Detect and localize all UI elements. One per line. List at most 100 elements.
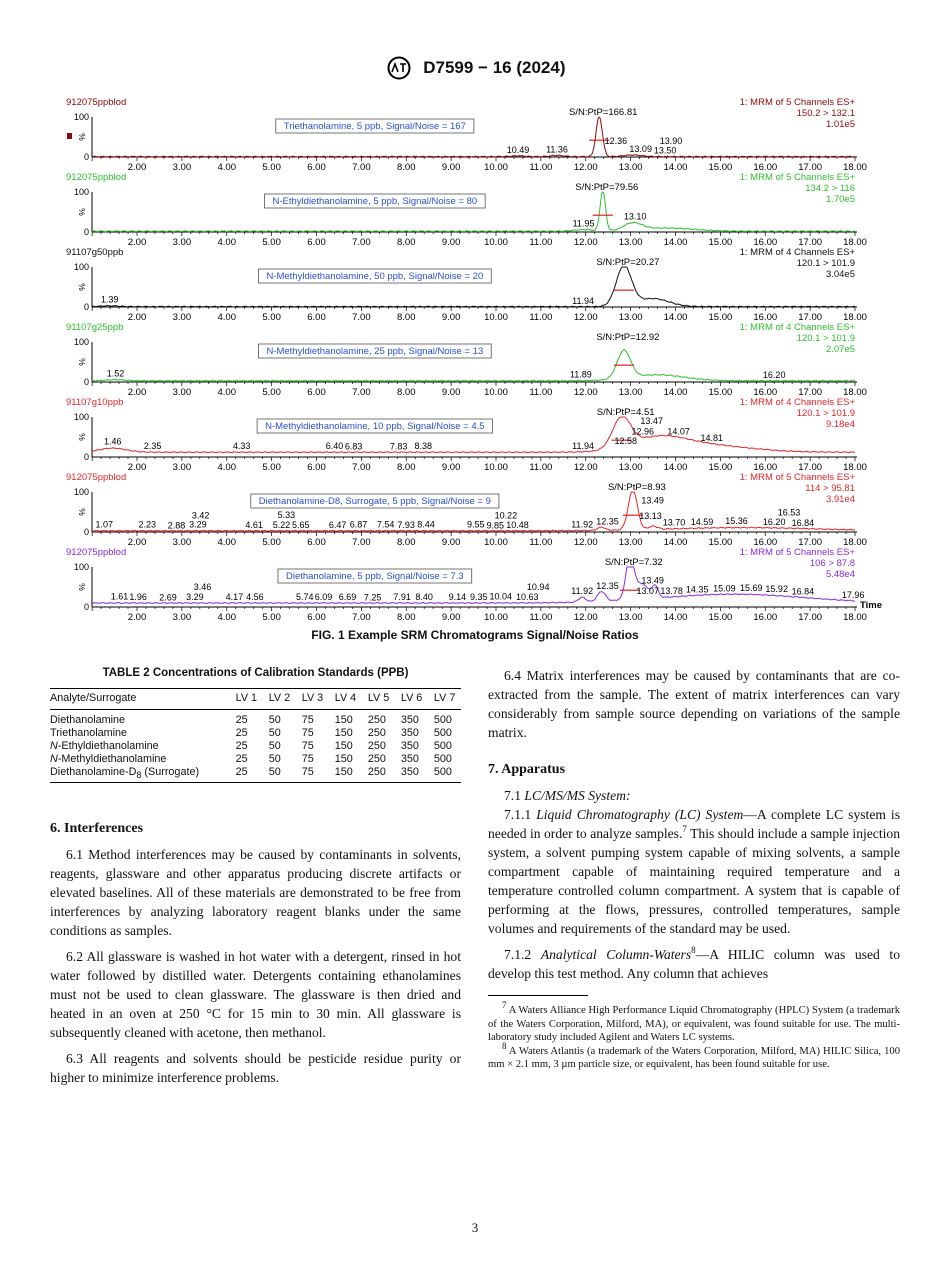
x-tick-label: 14.00 [664,462,688,473]
mrm-transition: 114 > 95.81 [805,483,855,494]
y-tick-label: 0 [84,227,89,237]
peak-label: 6.47 [329,520,347,530]
peak-label: 7.54 [377,519,395,529]
x-tick-label: 11.00 [529,537,552,548]
sample-name: 912075ppblod [66,172,126,183]
paragraph-6-1: 6.1 Method interferences may be caused b… [50,847,461,938]
right-column: 6.4 Matrix interferences may be caused b… [488,666,900,1072]
x-tick-label: 7.00 [352,162,371,173]
table-cell: 75 [301,727,314,739]
para-title: LC/MS/MS System: [524,788,631,803]
name-suffix: (Surrogate) [141,766,200,778]
peak-label: 11.95 [573,219,595,229]
x-tick-label: 17.00 [798,537,822,548]
peak-label: 3.42 [192,511,210,521]
peak-label: 16.53 [778,507,801,517]
signal-noise-label: S/N:PtP=166.81 [569,107,637,118]
x-tick-label: 15.00 [708,387,732,398]
x-tick-label: 17.00 [798,462,822,473]
x-tick-label: 4.00 [218,537,237,548]
x-tick-label: 13.00 [619,462,643,473]
x-tick-label: 16.00 [753,612,777,623]
x-tick-label: 13.00 [619,537,643,548]
peak-label: 6.40 [326,441,344,451]
y-tick-label: 100 [74,487,89,497]
x-tick-label: 3.00 [173,312,192,323]
y-tick-label: 0 [84,602,89,612]
table-cell: 250 [367,753,386,765]
x-tick-label: 16.00 [753,462,777,473]
peak-label: 7.83 [390,441,408,451]
paragraph-6-3: 6.3 All reagents and solvents should be … [50,1051,461,1085]
peak-label: 9.55 [467,520,485,530]
paragraph-6-4: 6.4 Matrix interferences may be caused b… [488,668,900,740]
name-text: Diethanolamine-D [50,766,137,778]
x-tick-label: 13.00 [619,237,643,248]
peak-label: 6.87 [350,520,368,530]
signal-noise-label: S/N:PtP=8.93 [608,482,666,493]
y-tick-label: 0 [84,377,89,387]
x-tick-label: 7.00 [352,387,371,398]
peak-label: 14.07 [667,426,690,436]
x-tick-label: 3.00 [173,612,192,623]
x-tick-label: 15.00 [708,537,732,548]
table-cell: 500 [433,766,452,778]
mrm-transition: 120.1 > 101.9 [797,408,855,419]
footnote-text: A Waters Atlantis (a trademark of the Wa… [488,1045,900,1071]
chromatogram-trace [92,116,856,158]
table-cell: 250 [367,727,386,739]
peak-label: 15.09 [713,584,736,594]
sample-name: 91107g10ppb [66,397,123,408]
para-title: Liquid Chromatography (LC) System [536,807,744,822]
x-tick-label: 2.00 [128,162,147,173]
x-tick-label: 15.00 [708,237,732,248]
table-row: Diethanolamine-D8 (Surrogate) 25 50 75 150 25… [50,766,461,783]
x-tick-label: 10.00 [484,537,508,548]
x-tick-label: 9.00 [442,537,461,548]
x-tick-label: 16.00 [753,312,777,323]
figure-caption: FIG. 1 Example SRM Chromatograms Signal/… [311,628,639,642]
section-heading-interferences: 6. Interferences [50,821,144,836]
x-tick-label: 14.00 [664,537,688,548]
x-tick-label: 5.00 [262,612,281,623]
y-tick-label: 100 [74,562,89,572]
y-tick-label: 100 [74,337,89,347]
sample-name: 91107g50ppb [66,247,123,258]
table-cell: 350 [400,753,419,765]
table-cell: 150 [334,766,353,778]
peak-label: 15.92 [765,584,788,594]
y-axis-label: % [77,283,87,291]
table-cell: 75 [301,740,314,752]
x-tick-label: 3.00 [173,162,192,173]
table-cell: 500 [433,714,452,726]
x-tick-label: 18.00 [843,237,867,248]
y-axis-label: % [77,208,87,216]
italic-prefix: N [50,753,58,765]
peak-label: 11.92 [571,520,593,530]
peak-label: 15.36 [725,516,748,526]
x-tick-label: 14.00 [664,237,688,248]
table-cell: 50 [268,727,281,739]
channel-info: 1: MRM of 4 Channels ES+ [740,247,856,258]
intensity-value: 9.18e4 [826,419,855,430]
chromatogram-trace [92,191,856,233]
paragraph-7-1-1: 7.1.1 Liquid Chromatography (LC) System—… [488,805,900,938]
peak-label: 13.78 [660,586,683,596]
sample-name: 912075ppblod [66,547,126,558]
x-tick-label: 16.00 [753,162,777,173]
peak-label: 11.89 [570,370,592,380]
x-tick-label: 6.00 [307,612,326,623]
peak-label: 10.48 [506,520,529,530]
sample-name: 91107g25ppb [66,322,123,333]
peak-label: 16.20 [763,517,786,527]
channel-info: 1: MRM of 5 Channels ES+ [740,472,856,483]
para-number: 7.1 [504,788,525,803]
peak-label: 2.23 [139,520,157,530]
channel-info: 1: MRM of 5 Channels ES+ [740,547,856,558]
chromatogram-panel-7: 912075ppblod 1: MRM of 5 Channels ES+106 … [66,547,867,623]
annotation-text: N-Ethyldiethanolamine, 5 ppb, Signal/Noi… [273,196,478,207]
intensity-value: 3.91e4 [826,494,855,505]
paragraph-6-2: 6.2 All glassware is washed in hot water… [50,949,461,1040]
peak-label: 13.70 [663,518,686,528]
x-tick-label: 16.00 [753,387,777,398]
